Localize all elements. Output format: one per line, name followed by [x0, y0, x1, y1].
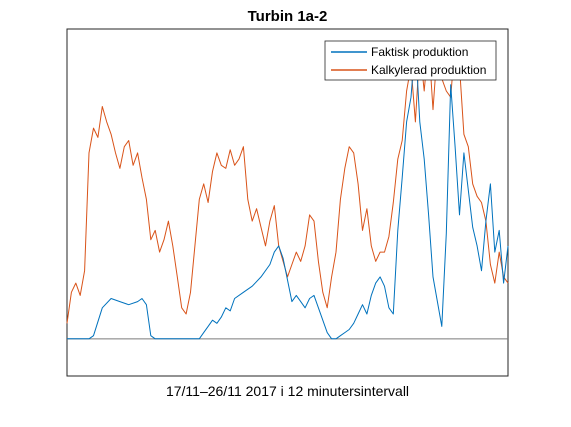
chart-title: Turbin 1a-2	[247, 8, 328, 25]
legend-label-kalkylerad: Kalkylerad produktion	[371, 63, 486, 77]
series-line-faktisk-produktion	[67, 40, 509, 340]
legend: Faktisk produktion Kalkylerad produktion	[324, 40, 497, 81]
series-line-kalkylerad-produktion	[66, 40, 509, 324]
x-axis-label: 17/11–26/11 2017 i 12 minutersintervall	[165, 383, 410, 399]
legend-box	[324, 40, 497, 81]
legend-label-faktisk: Faktisk produktion	[371, 45, 468, 59]
series-layer	[66, 40, 509, 340]
